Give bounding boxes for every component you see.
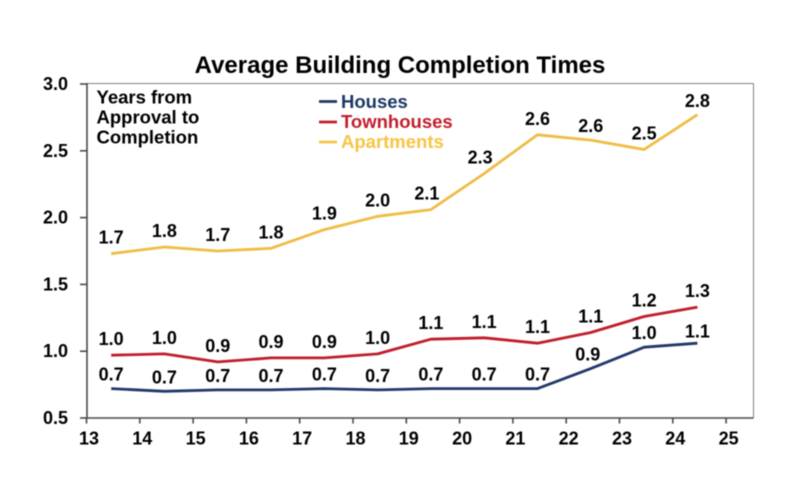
svg-text:17: 17 [292,429,312,449]
svg-text:1.9: 1.9 [312,204,337,224]
svg-text:1.0: 1.0 [365,328,390,348]
svg-text:2.8: 2.8 [685,91,710,111]
svg-text:0.9: 0.9 [205,336,230,356]
svg-text:0.7: 0.7 [472,365,497,385]
svg-text:1.1: 1.1 [685,322,710,342]
svg-text:13: 13 [79,429,99,449]
svg-text:2.3: 2.3 [468,148,493,168]
svg-text:0.7: 0.7 [152,367,177,387]
svg-text:1.0: 1.0 [43,341,68,361]
svg-text:1.0: 1.0 [99,329,124,349]
svg-text:0.7: 0.7 [312,365,337,385]
svg-text:0.5: 0.5 [43,408,68,428]
svg-text:Approval to: Approval to [97,106,200,127]
svg-text:1.7: 1.7 [99,228,124,248]
svg-text:23: 23 [612,429,632,449]
svg-text:0.7: 0.7 [525,365,550,385]
svg-text:24: 24 [665,429,685,449]
svg-text:2.5: 2.5 [43,141,68,161]
svg-text:0.9: 0.9 [312,332,337,352]
svg-text:0.7: 0.7 [418,365,443,385]
svg-text:19: 19 [399,429,419,449]
svg-text:16: 16 [239,429,259,449]
svg-text:0.7: 0.7 [258,366,283,386]
svg-text:Average Building Completion Ti: Average Building Completion Times [195,52,606,79]
svg-text:Years from: Years from [97,86,193,107]
svg-text:15: 15 [186,429,206,449]
svg-text:1.2: 1.2 [632,291,657,311]
svg-text:1.3: 1.3 [685,281,710,301]
svg-text:22: 22 [559,429,579,449]
svg-text:1.1: 1.1 [418,313,443,333]
svg-text:1.1: 1.1 [525,317,550,337]
svg-text:1.8: 1.8 [152,221,177,241]
svg-text:2.6: 2.6 [578,116,603,136]
svg-text:2.0: 2.0 [365,190,390,210]
svg-text:Houses: Houses [341,91,408,112]
svg-text:1.5: 1.5 [43,274,68,294]
svg-text:3.0: 3.0 [43,74,68,94]
svg-text:0.7: 0.7 [99,365,124,385]
svg-text:1.0: 1.0 [632,323,657,343]
svg-text:18: 18 [345,429,365,449]
svg-text:0.7: 0.7 [205,366,230,386]
svg-text:Completion: Completion [97,126,199,147]
svg-text:1.1: 1.1 [472,312,497,332]
svg-text:2.5: 2.5 [632,124,657,144]
svg-text:1.7: 1.7 [205,225,230,245]
svg-text:25: 25 [719,429,739,449]
svg-text:Townhouses: Townhouses [341,111,453,132]
svg-text:2.1: 2.1 [414,184,439,204]
svg-text:1.1: 1.1 [578,307,603,327]
svg-text:Apartments: Apartments [341,131,444,152]
svg-text:0.7: 0.7 [365,366,390,386]
svg-text:21: 21 [505,429,525,449]
svg-text:2.6: 2.6 [525,109,550,129]
svg-text:14: 14 [132,429,152,449]
svg-text:0.9: 0.9 [575,345,600,365]
svg-text:1.0: 1.0 [152,328,177,348]
svg-text:0.9: 0.9 [258,332,283,352]
svg-text:2.0: 2.0 [43,208,68,228]
svg-text:1.8: 1.8 [258,222,283,242]
svg-text:20: 20 [452,429,472,449]
